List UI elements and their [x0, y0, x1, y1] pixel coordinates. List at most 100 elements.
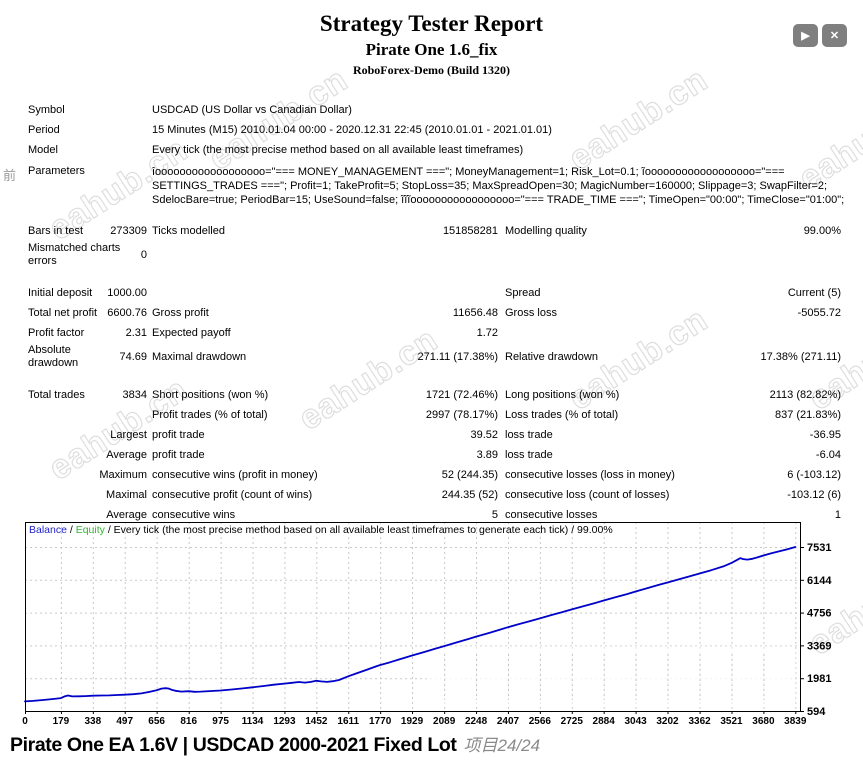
svg-text:2884: 2884 [593, 716, 616, 727]
row-profit-factor: Profit factor 2.31 Expected payoff 1.72 [28, 323, 841, 343]
stat-key: Maximal [106, 489, 147, 501]
close-icon: ✕ [829, 30, 840, 42]
stat-label: Expected payoff [152, 326, 231, 339]
stat-label: consecutive loss (count of losses) [505, 488, 670, 501]
play-icon: ▶ [801, 30, 810, 42]
stat-label: Mismatched charts errors [28, 242, 121, 267]
stat-label: loss trade [505, 448, 553, 461]
stat-value: 273309 [110, 225, 147, 237]
stat-label: Modelling quality [505, 224, 587, 237]
legend-equity: Equity [76, 524, 106, 536]
caption-suffix: 项目24/24 [463, 736, 541, 755]
y-axis-labels: 594 1981 3369 4756 6144 7531 [800, 542, 832, 718]
stat-label: Spread [505, 286, 541, 299]
row-period: Period 15 Minutes (M15) 2010.01.04 00:00… [28, 120, 841, 140]
stat-label: loss trade [505, 428, 553, 441]
stat-label: consecutive wins (profit in money) [152, 468, 318, 481]
close-button[interactable]: ✕ [822, 24, 847, 47]
stat-key: Average [106, 509, 147, 521]
stat-label: Ticks modelled [152, 224, 225, 237]
model-label: Model [28, 143, 58, 156]
row-profit-trades: Profit trades (% of total) 2997 (78.17%) … [28, 405, 841, 425]
stat-value: 3.89 [476, 449, 498, 461]
stat-value: 1.72 [476, 327, 498, 339]
stat-value: 271.11 (17.38%) [417, 351, 498, 363]
row-total-trades: Total trades 3834 Short positions (won %)… [28, 385, 841, 405]
svg-text:338: 338 [84, 716, 101, 727]
stat-label: Relative drawdown [505, 350, 598, 363]
watermark-smudge [428, 648, 794, 704]
svg-text:3043: 3043 [624, 716, 647, 727]
stat-key: Maximum [99, 469, 147, 481]
stat-label: Profit trades (% of total) [152, 408, 268, 421]
row-bars-in-test: Bars in test 273309 Ticks modelled 1518582… [28, 221, 841, 241]
svg-text:1293: 1293 [273, 716, 296, 727]
balance-line [24, 546, 797, 703]
ea-name: Pirate One 1.6_fix [365, 40, 498, 59]
stat-label: consecutive wins [152, 508, 236, 521]
stat-label: Initial deposit [28, 286, 93, 299]
row-average-consecutive: Average consecutive wins 5 consecutive lo… [28, 505, 841, 525]
play-button[interactable]: ▶ [793, 24, 818, 47]
parameters-line2: SETTINGS_TRADES ==="; Profit=1; TakeProf… [152, 180, 828, 192]
stat-label: Total net profit [28, 306, 98, 319]
svg-text:3521: 3521 [720, 716, 743, 727]
svg-text:4756: 4756 [807, 608, 831, 620]
stat-label: Gross profit [152, 306, 209, 319]
stat-value: 52 (244.35) [441, 469, 498, 481]
svg-text:3680: 3680 [752, 716, 775, 727]
period-label: Period [28, 123, 60, 136]
stat-label: Bars in test [28, 224, 84, 237]
page-title: Strategy Tester Report [319, 11, 544, 36]
svg-text:1929: 1929 [401, 716, 424, 727]
row-total-net-profit: Total net profit 6600.76 Gross profit 1165… [28, 303, 841, 323]
svg-text:2248: 2248 [465, 716, 488, 727]
svg-text:3839: 3839 [784, 716, 807, 727]
stat-label: consecutive losses (loss in money) [505, 468, 675, 481]
stat-value: -103.12 (6) [787, 489, 841, 501]
caption-text: Pirate One EA 1.6V | USDCAD 2000-2021 Fi… [10, 734, 457, 756]
stat-label: consecutive profit (count of wins) [152, 488, 313, 501]
stat-value: 2113 (82.82%) [769, 389, 841, 401]
row-maximum-consecutive: Maximum consecutive wins (profit in mone… [28, 465, 841, 485]
svg-text:179: 179 [53, 716, 70, 727]
parameters-label: Parameters [28, 165, 85, 177]
row-largest-trade: Largest profit trade 39.52 loss trade -36.… [28, 425, 841, 445]
stat-key: Largest [110, 429, 147, 441]
row-average-trade: Average profit trade 3.89 loss trade -6.04 [28, 445, 841, 465]
svg-text:3202: 3202 [656, 716, 679, 727]
stat-value: 39.52 [470, 429, 498, 441]
svg-text:656: 656 [148, 716, 165, 727]
svg-text:7531: 7531 [807, 542, 831, 554]
stat-value: 6 (-103.12) [787, 469, 841, 481]
svg-text:6144: 6144 [807, 575, 832, 587]
legend-balance: Balance [29, 524, 67, 536]
stat-label: Gross loss [505, 306, 557, 319]
svg-text:1770: 1770 [369, 716, 392, 727]
stat-value: 17.38% (271.11) [760, 351, 841, 363]
stat-value: 99.00% [803, 225, 841, 237]
svg-text:497: 497 [116, 716, 133, 727]
stat-value: 244.35 (52) [441, 489, 498, 501]
stat-value: -5055.72 [797, 307, 841, 319]
stat-value: 837 (21.83%) [774, 409, 841, 421]
symbol-value: USDCAD (US Dollar vs Canadian Dollar) [152, 104, 352, 116]
stat-value: -36.95 [809, 429, 841, 441]
stat-key: Average [106, 449, 147, 461]
stat-value: 11656.48 [452, 307, 498, 319]
stat-value: 6600.76 [107, 307, 147, 319]
svg-text:2566: 2566 [529, 716, 552, 727]
parameters-value: îoooooooooooooooooo="=== MONEY_MANAGEMEN… [152, 165, 844, 207]
chart-legend: Balance / Equity / Every tick (the most … [29, 524, 613, 536]
parameters-line1: îoooooooooooooooooo="=== MONEY_MANAGEMEN… [152, 166, 785, 178]
svg-text:2407: 2407 [497, 716, 520, 727]
stat-value: 1721 (72.46%) [425, 389, 498, 401]
stat-label: Maximal drawdown [152, 350, 247, 363]
watermark-front-char: 前 [3, 168, 17, 183]
svg-text:975: 975 [212, 716, 229, 727]
stat-label: profit trade [152, 448, 205, 461]
stat-label: Profit factor [28, 326, 85, 339]
footer-caption: Pirate One EA 1.6V | USDCAD 2000-2021 Fi… [10, 731, 540, 757]
row-parameters: Parameters îoooooooooooooooooo="=== MONE… [28, 160, 844, 209]
